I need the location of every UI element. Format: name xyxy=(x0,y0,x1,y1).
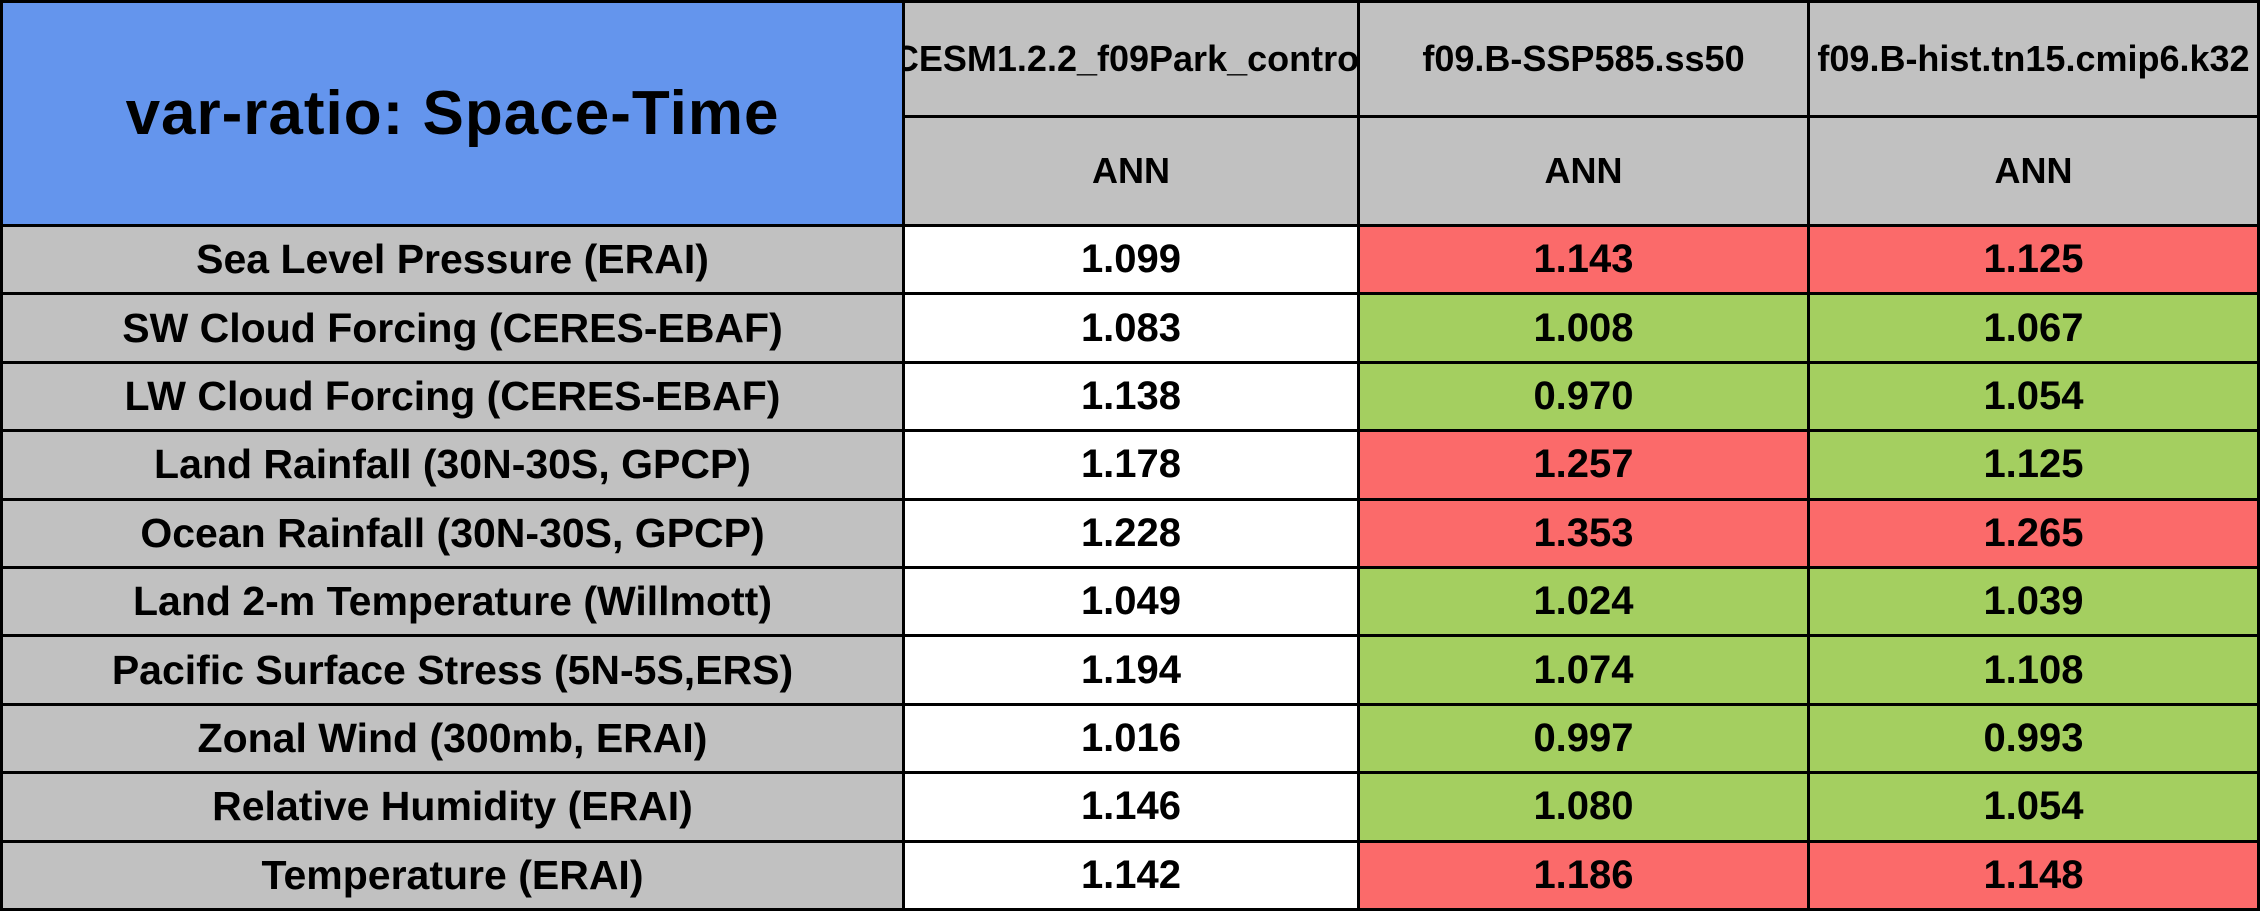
value-cell: 1.016 xyxy=(905,705,1357,772)
season-header-1: ANN xyxy=(905,118,1357,224)
value-cell: 1.008 xyxy=(1360,295,1807,361)
value-cell: 1.054 xyxy=(1810,363,2257,430)
value-cell: 1.108 xyxy=(1810,637,2257,703)
value-cell: 1.049 xyxy=(905,569,1357,635)
value-cell: 1.080 xyxy=(1360,774,1807,840)
value-cell: 1.353 xyxy=(1360,500,1807,566)
row-label: Relative Humidity (ERAI) xyxy=(3,774,902,840)
value-cell: 0.997 xyxy=(1360,705,1807,772)
value-cell: 1.265 xyxy=(1810,500,2257,566)
value-cell: 1.194 xyxy=(905,637,1357,703)
value-cell: 1.125 xyxy=(1810,227,2257,293)
value-cell: 1.039 xyxy=(1810,569,2257,635)
value-cell: 1.148 xyxy=(1810,842,2257,908)
season-header-2: ANN xyxy=(1360,118,1807,224)
row-label: Zonal Wind (300mb, ERAI) xyxy=(3,705,902,772)
row-label: SW Cloud Forcing (CERES-EBAF) xyxy=(3,295,902,361)
value-cell: 1.142 xyxy=(905,842,1357,908)
value-cell: 1.143 xyxy=(1360,227,1807,293)
column-header-model-3: f09.B-hist.tn15.cmip6.k32 xyxy=(1810,3,2257,115)
value-cell: 1.024 xyxy=(1360,569,1807,635)
value-cell: 1.054 xyxy=(1810,774,2257,840)
row-label: LW Cloud Forcing (CERES-EBAF) xyxy=(3,363,902,430)
column-header-model-2: f09.B-SSP585.ss50 xyxy=(1360,3,1807,115)
value-cell: 1.186 xyxy=(1360,842,1807,908)
value-cell: 0.970 xyxy=(1360,363,1807,430)
value-cell: 1.228 xyxy=(905,500,1357,566)
value-cell: 1.067 xyxy=(1810,295,2257,361)
row-label: Sea Level Pressure (ERAI) xyxy=(3,227,902,293)
value-cell: 1.257 xyxy=(1360,432,1807,498)
season-header-3: ANN xyxy=(1810,118,2257,224)
row-label: Temperature (ERAI) xyxy=(3,842,902,908)
value-cell: 1.138 xyxy=(905,363,1357,430)
value-cell: 1.074 xyxy=(1360,637,1807,703)
value-cell: 1.146 xyxy=(905,774,1357,840)
value-cell: 1.178 xyxy=(905,432,1357,498)
table-title: var-ratio: Space-Time xyxy=(3,3,902,224)
column-header-model-1: CESM1.2.2_f09Park_control xyxy=(905,3,1357,115)
value-cell: 1.125 xyxy=(1810,432,2257,498)
row-label: Land 2-m Temperature (Willmott) xyxy=(3,569,902,635)
value-cell: 1.083 xyxy=(905,295,1357,361)
row-label: Pacific Surface Stress (5N-5S,ERS) xyxy=(3,637,902,703)
row-label: Ocean Rainfall (30N-30S, GPCP) xyxy=(3,500,902,566)
value-cell: 0.993 xyxy=(1810,705,2257,772)
row-label: Land Rainfall (30N-30S, GPCP) xyxy=(3,432,902,498)
value-cell: 1.099 xyxy=(905,227,1357,293)
